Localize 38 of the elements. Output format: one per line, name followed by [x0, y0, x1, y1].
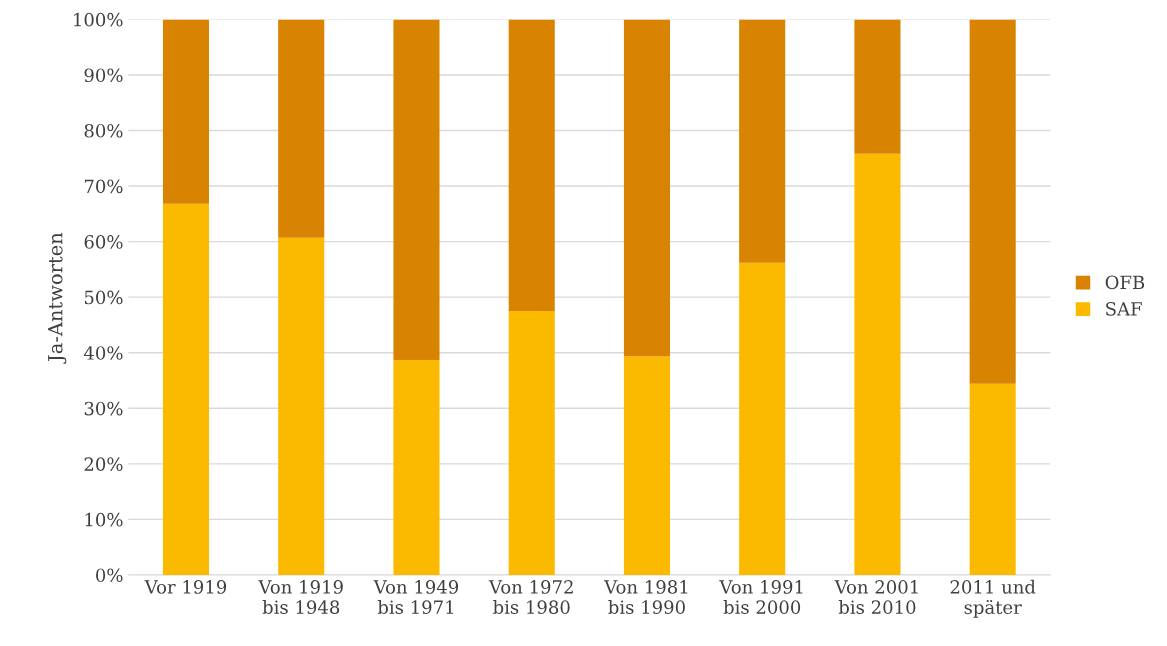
bar: [162, 19, 210, 204]
bar: [739, 19, 786, 263]
y-tick-label: 80%: [84, 123, 123, 138]
x-tick-label: 2011 und später: [950, 579, 1036, 618]
y-tick-label: 0%: [96, 568, 123, 583]
x-tick-label: Von 1949 bis 1971: [373, 580, 459, 614]
y-tick-label: 20%: [84, 457, 123, 471]
legend-label: OFB: [1105, 275, 1145, 290]
y-tick-label: 90%: [84, 68, 123, 83]
bar: [854, 19, 901, 154]
bar: [393, 359, 440, 575]
x-tick-label: Von 1919 bis 1948: [258, 580, 343, 614]
bar: [969, 383, 1016, 575]
x-tick-label: Vor 1919: [144, 580, 227, 594]
y-tick-label: 30%: [84, 401, 123, 416]
bar: [278, 19, 325, 238]
bar: [969, 19, 1016, 384]
bar: [508, 311, 555, 575]
y-tick-label: 70%: [84, 179, 123, 194]
y-tick-label: 60%: [84, 235, 123, 249]
y-tick-label: 40%: [83, 346, 123, 360]
y-tick-label: 50%: [84, 290, 123, 305]
bar: [854, 153, 901, 575]
x-tick-label: Von 1972 bis 1980: [488, 580, 573, 614]
bar: [739, 262, 786, 575]
y-axis-title: Ja-Antworten: [48, 232, 67, 364]
legend-label: SAF: [1106, 301, 1142, 316]
bar: [623, 19, 670, 357]
y-tick-label: 10%: [85, 512, 123, 527]
bar: [162, 203, 210, 575]
bar: [278, 237, 325, 575]
x-tick-label: Von 2001 bis 2010: [834, 580, 918, 614]
bar: [508, 19, 555, 312]
x-tick-label: Von 1991 bis 2000: [719, 580, 803, 614]
bar: [623, 356, 670, 575]
x-tick-label: Von 1981 bis 1990: [603, 580, 688, 614]
y-tick-label: 100%: [74, 12, 123, 27]
bar: [393, 19, 440, 360]
